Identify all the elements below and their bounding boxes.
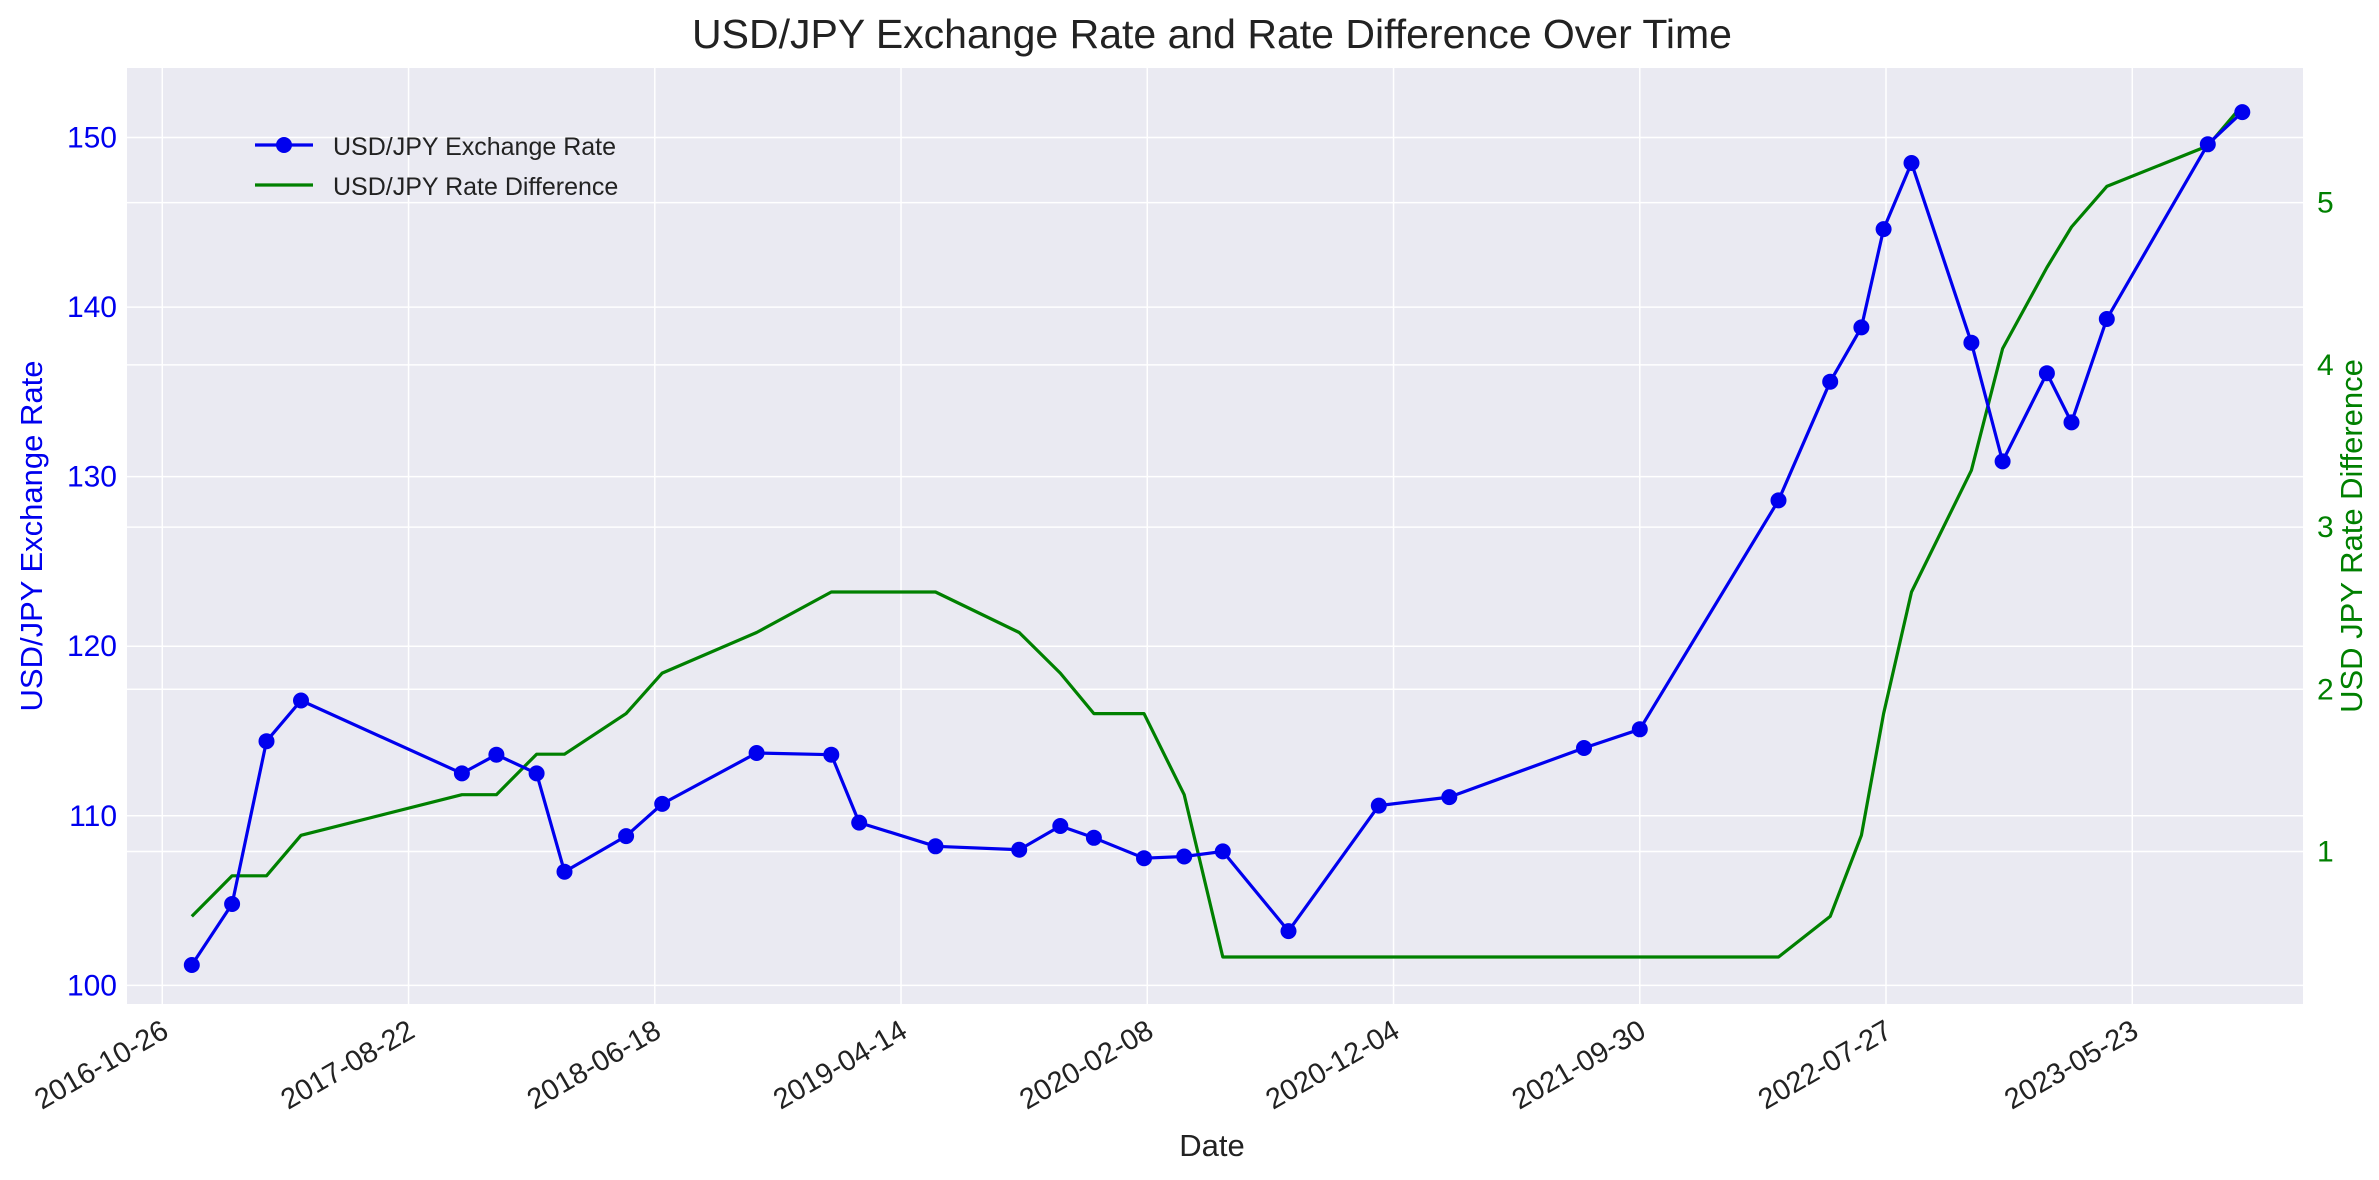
rate-point: [2038, 365, 2055, 382]
x-tick-label: 2020-02-08: [1014, 1014, 1158, 1116]
legend-rate-marker: [276, 137, 292, 153]
rate-point: [927, 838, 944, 855]
rate-point: [748, 745, 765, 761]
y-left-gridlines: [127, 136, 2303, 987]
x-tick-label: 2018-06-18: [522, 1014, 666, 1116]
rate-point: [1576, 740, 1592, 756]
rate-point: [1994, 453, 2011, 470]
plot-background: [127, 68, 2303, 1004]
rate-point: [1214, 843, 1231, 860]
x-tick-labels: 2016-10-26 2017-08-22 2018-06-18 2019-04-14…: [29, 1014, 2143, 1116]
rate-point: [1085, 829, 1102, 846]
rate-point: [618, 828, 635, 845]
rate-point: [1136, 850, 1152, 867]
x-tick-label: 2016-10-26: [29, 1014, 173, 1116]
y-left-tick-label: 150: [67, 122, 117, 155]
rate-point: [2234, 104, 2251, 121]
rate-point: [654, 795, 671, 812]
rate-point: [1875, 221, 1892, 238]
x-tick-label: 2023-05-23: [1999, 1014, 2143, 1116]
rate-point: [1631, 721, 1648, 738]
y-left-tick-label: 140: [67, 291, 117, 324]
rate-point: [2063, 414, 2080, 431]
rate-point: [224, 896, 241, 912]
rate-point: [556, 863, 573, 880]
rate-point: [293, 692, 309, 709]
rate-point: [453, 765, 470, 782]
x-tick-label: 2021-09-30: [1507, 1014, 1651, 1116]
rate-point: [1370, 797, 1387, 814]
x-tick-label: 2017-08-22: [276, 1014, 420, 1116]
y-left-tick-label: 110: [69, 800, 117, 833]
rate-point: [1441, 789, 1458, 806]
rate-point: [1280, 923, 1297, 940]
difference-series-line: [190, 104, 2244, 959]
legend: USD/JPY Exchange Rate USD/JPY Rate Diffe…: [255, 133, 618, 201]
x-gridlines: [161, 68, 2134, 1004]
y-left-tick-label: 100: [67, 969, 117, 1002]
x-tick-label: 2022-07-27: [1753, 1014, 1897, 1116]
x-tick-label: 2020-12-04: [1261, 1014, 1405, 1116]
y-right-tick-label: 1: [2317, 836, 2334, 869]
rate-point: [823, 746, 840, 763]
y-left-axis-label: USD/JPY Exchange Rate: [14, 361, 49, 712]
rate-point: [1770, 492, 1787, 509]
x-tick-label: 2019-04-14: [768, 1014, 912, 1116]
rate-point: [1052, 818, 1069, 834]
legend-difference-label: USD/JPY Rate Difference: [333, 173, 618, 201]
rate-point: [258, 733, 275, 750]
x-axis-label: Date: [1179, 1128, 1244, 1163]
y-right-tick-label: 5: [2317, 187, 2334, 220]
y-left-tick-label: 130: [67, 461, 117, 494]
rate-point: [183, 957, 200, 973]
rate-point: [2199, 136, 2216, 153]
y-left-tick-labels: 100 110 120 130 140 150: [67, 122, 117, 1003]
rate-point: [2098, 311, 2115, 327]
rate-point: [1822, 373, 1839, 390]
y-right-axis-label: USD JPY Rate Difference: [2334, 359, 2369, 713]
rate-point: [1176, 848, 1193, 865]
rate-point: [851, 814, 868, 831]
rate-point: [528, 765, 545, 782]
y-right-tick-label: 4: [2317, 349, 2334, 382]
y-left-tick-label: 120: [67, 630, 117, 663]
rate-point: [1011, 841, 1028, 858]
y-right-tick-label: 2: [2317, 673, 2334, 706]
rate-markers: [183, 104, 2251, 973]
legend-rate-label: USD/JPY Exchange Rate: [333, 133, 616, 161]
rate-point: [488, 746, 505, 763]
y-right-tick-labels: 1 2 3 4 5: [2317, 187, 2334, 869]
rate-point: [1853, 319, 1870, 336]
rate-point: [1963, 334, 1980, 351]
rate-point: [1903, 155, 1920, 171]
chart-title: USD/JPY Exchange Rate and Rate Differenc…: [692, 11, 1732, 57]
y-right-tick-label: 3: [2317, 511, 2334, 544]
